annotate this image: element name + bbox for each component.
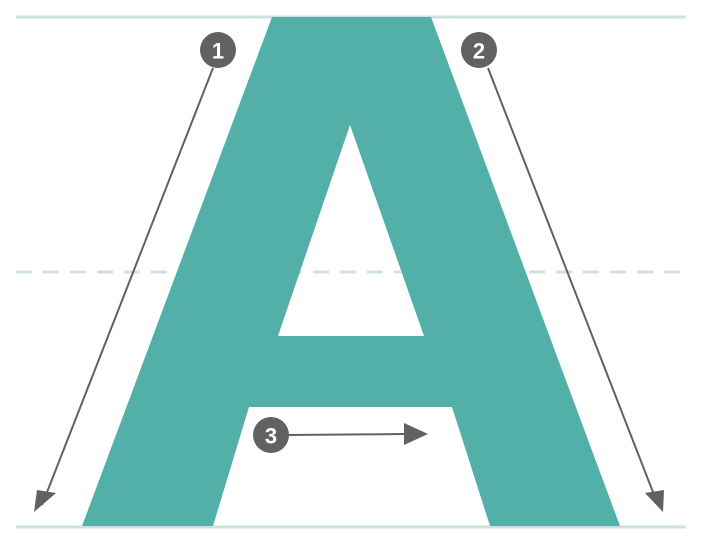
stroke-2-badge-number: 2	[473, 39, 485, 64]
stroke-2-arrowhead	[645, 490, 664, 512]
stroke-3-badge-circle	[253, 417, 289, 453]
stroke-3-badge: 3	[253, 417, 289, 453]
stroke-2-badge: 2	[461, 32, 497, 68]
stroke-3-badge-number: 3	[265, 424, 277, 449]
stroke-1-arrowhead	[34, 490, 56, 512]
stroke-1-badge-number: 1	[212, 39, 224, 64]
stroke-3-arrowhead	[404, 423, 428, 445]
letter-a-shape	[82, 17, 620, 526]
stroke-2-badge-circle	[461, 32, 497, 68]
stroke-1-arrow	[41, 67, 214, 506]
stroke-1-badge: 1	[200, 32, 236, 68]
stroke-2-arrow	[487, 67, 659, 506]
stroke-1-badge-circle	[200, 32, 236, 68]
stroke-3-arrow	[285, 433, 407, 436]
